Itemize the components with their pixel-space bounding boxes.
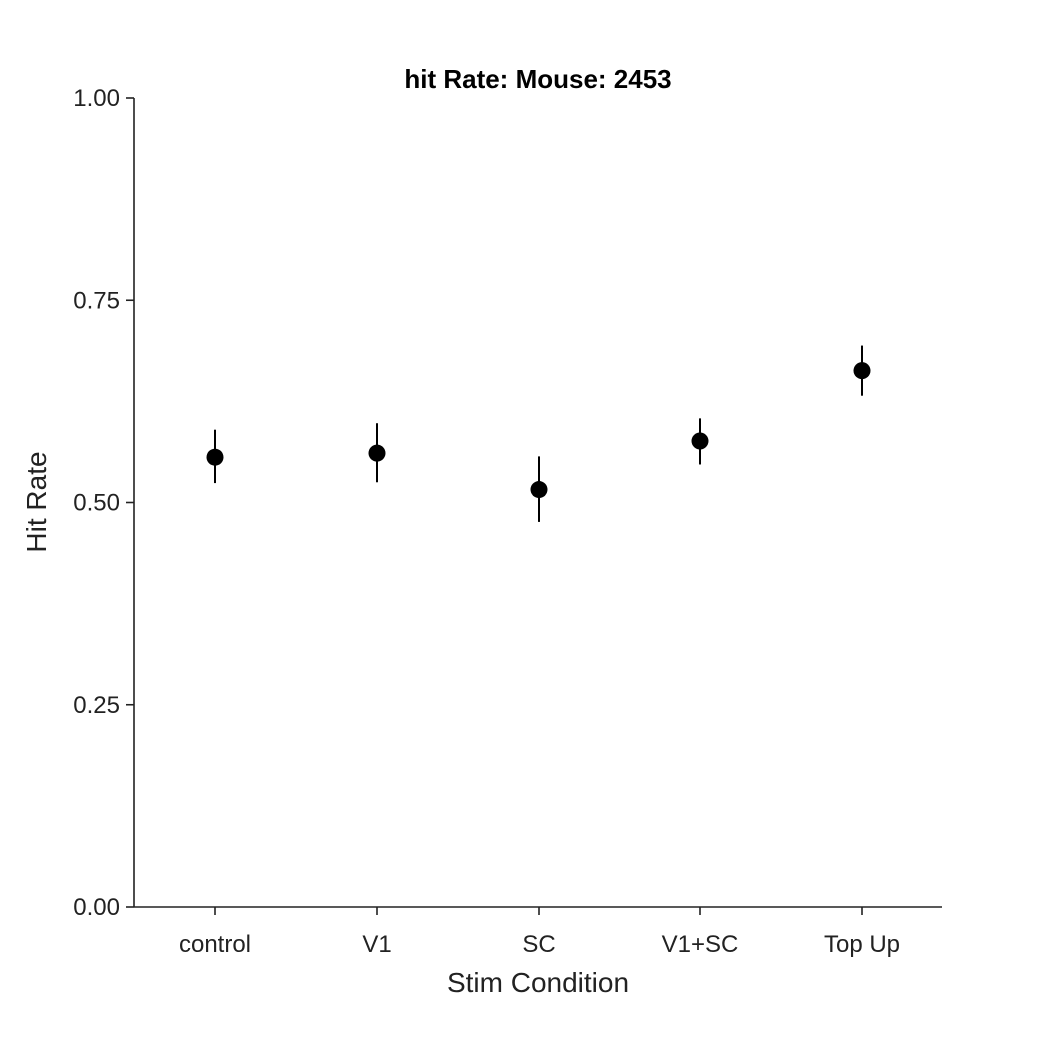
data-point-sc bbox=[530, 481, 548, 499]
data-point-top-up bbox=[853, 362, 871, 380]
y-tick-label-0: 0.00 bbox=[73, 894, 120, 921]
x-tick-label-1: V1 bbox=[362, 931, 391, 958]
x-tick-label-4: Top Up bbox=[824, 931, 900, 958]
y-tick-label-3: 0.75 bbox=[73, 287, 120, 314]
data-point-v1-sc bbox=[691, 432, 709, 450]
y-tick-label-2: 0.50 bbox=[73, 490, 120, 517]
x-axis-label: Stim Condition bbox=[447, 967, 629, 998]
y-axis-label: Hit Rate bbox=[21, 451, 52, 552]
data-marks bbox=[206, 345, 871, 522]
data-point-control bbox=[206, 448, 224, 466]
y-tick-label-1: 0.25 bbox=[73, 692, 120, 719]
x-axis: control V1 SC V1+SC Top Up bbox=[134, 906, 942, 958]
data-point-v1 bbox=[368, 444, 386, 462]
y-axis: 0.00 0.25 0.50 0.75 1.00 bbox=[73, 85, 135, 921]
chart-title: hit Rate: Mouse: 2453 bbox=[404, 64, 671, 94]
x-tick-label-2: SC bbox=[522, 931, 555, 958]
x-tick-label-3: V1+SC bbox=[662, 931, 739, 958]
x-tick-label-0: control bbox=[179, 931, 251, 958]
y-tick-label-4: 1.00 bbox=[73, 85, 120, 112]
